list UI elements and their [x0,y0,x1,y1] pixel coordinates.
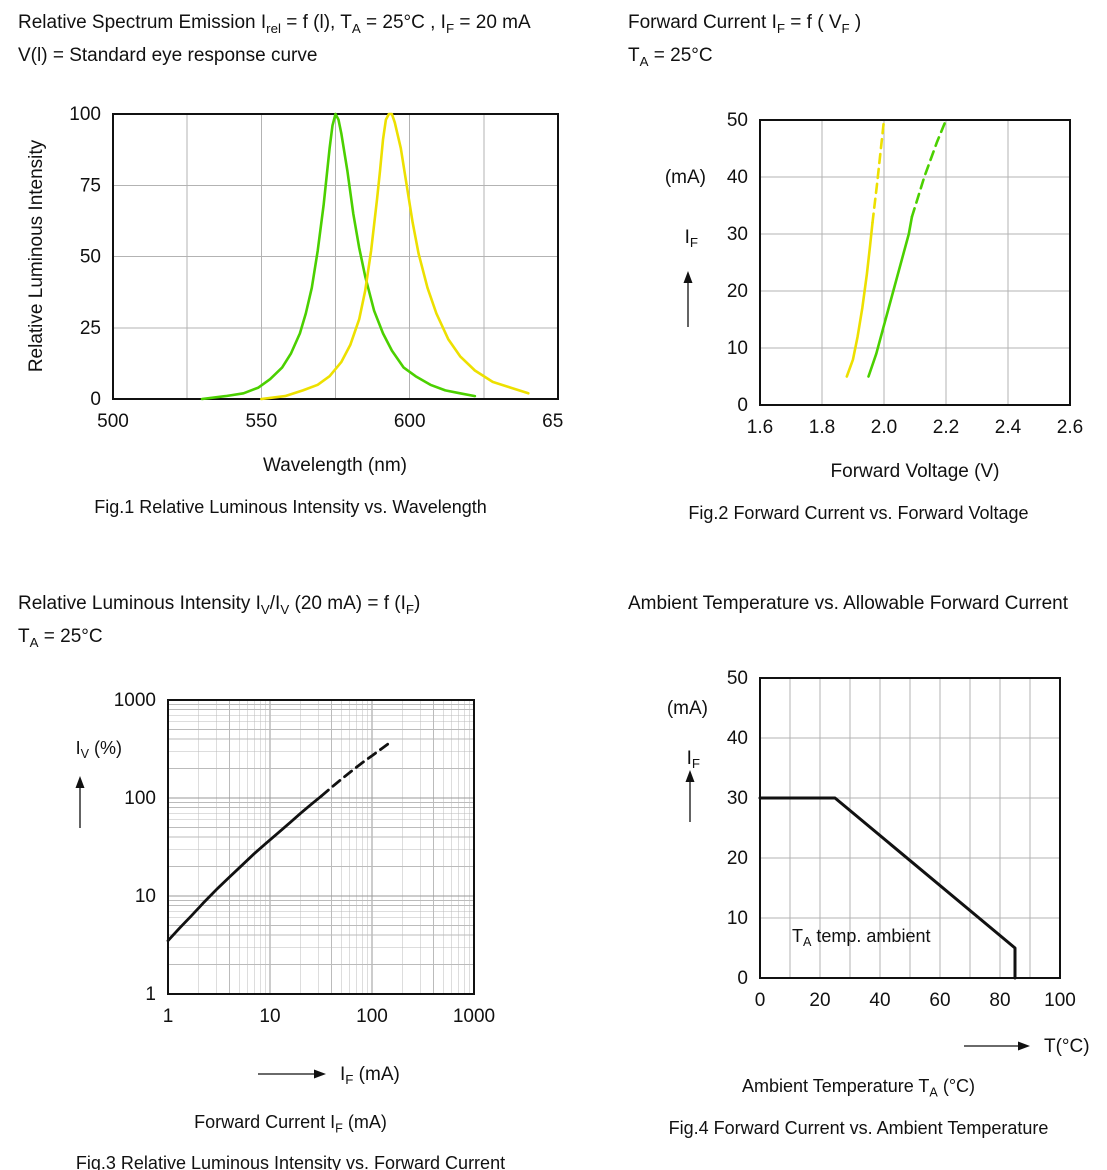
svg-text:75: 75 [80,175,101,196]
svg-text:650: 650 [542,411,563,432]
svg-text:20: 20 [727,281,748,302]
svg-text:100: 100 [69,104,101,125]
fig3-caption: Fig.3 Relative Luminous Intensity vs. Fo… [75,1153,506,1170]
svg-text:550: 550 [245,411,277,432]
svg-text:T(°C): T(°C) [1044,1036,1090,1057]
svg-text:IF (mA): IF (mA) [340,1064,400,1087]
svg-text:40: 40 [727,167,748,188]
svg-text:1000: 1000 [453,1006,495,1027]
svg-text:50: 50 [727,110,748,131]
svg-text:(mA): (mA) [667,698,708,719]
fig3-xaxis-label: Forward Current IF (mA) [194,1111,387,1136]
svg-text:1.6: 1.6 [747,417,773,438]
svg-text:500: 500 [97,411,129,432]
svg-text:100: 100 [356,1006,388,1027]
fig1-title-block: Relative Spectrum Emission Irel = f (l),… [18,9,553,69]
svg-text:Relative Luminous Intensity: Relative Luminous Intensity [26,139,47,372]
svg-text:20: 20 [809,990,830,1011]
fig1-caption: Fig.1 Relative Luminous Intensity vs. Wa… [94,496,487,517]
fig3-title-block: Relative Luminous Intensity IV/IV (20 mA… [18,590,553,656]
svg-text:600: 600 [394,411,426,432]
svg-text:50: 50 [80,246,101,267]
figure-3-intensity-vs-current: Relative Luminous Intensity IV/IV (20 mA… [0,562,553,1170]
fig2-chart: 1.6 1.8 2.0 2.2 2.4 2.6 0 10 20 30 40 50 (mA) IF Forwa… [665,110,1083,482]
svg-text:50: 50 [727,668,748,689]
svg-text:30: 30 [727,224,748,245]
svg-text:0: 0 [737,395,748,416]
fig4-caption: Fig.4 Forward Current vs. Ambient Temper… [668,1117,1049,1138]
svg-text:0: 0 [755,990,766,1011]
svg-text:40: 40 [727,728,748,749]
fig4-xaxis-label: Ambient Temperature TA (°C) [741,1076,976,1100]
fig1-title-line1: Relative Spectrum Emission Irel = f (l),… [18,12,531,36]
svg-text:2.4: 2.4 [995,417,1022,438]
svg-text:IF: IF [685,227,698,250]
svg-text:IF: IF [687,748,700,771]
svg-text:2.6: 2.6 [1057,417,1083,438]
fig3-title-line2: TA = 25°C [18,625,103,650]
fig3-title-line1: Relative Luminous Intensity IV/IV (20 mA… [18,593,421,617]
svg-text:100: 100 [1044,990,1076,1011]
svg-text:100: 100 [124,788,156,809]
svg-text:Wavelength (nm): Wavelength (nm) [263,455,407,476]
fig3-chart: 1 10 100 1000 1 10 100 1000 IV (%) IF (mA) [75,690,495,1087]
svg-text:0: 0 [90,389,101,410]
svg-text:1000: 1000 [114,690,156,711]
svg-text:2.2: 2.2 [933,417,959,438]
svg-text:25: 25 [80,318,101,339]
fig4-chart: 0 20 40 60 80 100 0 10 20 30 40 50 (mA) IF TA temp. am… [667,668,1090,1057]
figure-4-derating-curve: Ambient Temperature vs. Allowable Forwar… [553,562,1107,1170]
figure-1-spectrum-emission: Relative Spectrum Emission Irel = f (l),… [0,0,563,562]
svg-text:30: 30 [727,788,748,809]
svg-text:80: 80 [989,990,1010,1011]
fig2-caption: Fig.2 Forward Current vs. Forward Voltag… [688,502,1029,523]
svg-text:0: 0 [737,968,748,989]
svg-text:60: 60 [929,990,950,1011]
svg-text:Forward Voltage (V): Forward Voltage (V) [831,461,1000,482]
svg-text:IV (%): IV (%) [76,738,122,761]
fig1-chart: 500 550 600 650 0 25 50 75 100 Relative Luminous … [26,104,563,476]
svg-text:40: 40 [869,990,890,1011]
svg-text:1.8: 1.8 [809,417,835,438]
fig1-title-line2: V(l) = Standard eye response curve [18,44,318,66]
fig4-title-block: Ambient Temperature vs. Allowable Forwar… [628,590,1107,617]
svg-text:10: 10 [727,338,748,359]
fig2-title-line2: TA = 25°C [628,44,713,69]
svg-text:1: 1 [163,1006,174,1027]
svg-text:(mA): (mA) [665,167,706,188]
fig2-title-line1: Forward Current IF = f ( VF ) [628,12,862,36]
svg-text:10: 10 [135,886,156,907]
svg-text:10: 10 [727,908,748,929]
figure-2-forward-current-voltage: Forward Current IF = f ( VF ) TA = 25°C … [553,0,1107,562]
svg-text:20: 20 [727,848,748,869]
fig2-title-block: Forward Current IF = f ( VF ) TA = 25°C [628,9,1107,75]
svg-text:1: 1 [145,984,156,1005]
svg-text:10: 10 [259,1006,280,1027]
svg-text:TA temp. ambient: TA temp. ambient [792,926,930,949]
fig4-title-line1: Ambient Temperature vs. Allowable Forwar… [628,593,1069,614]
svg-text:2.0: 2.0 [871,417,897,438]
